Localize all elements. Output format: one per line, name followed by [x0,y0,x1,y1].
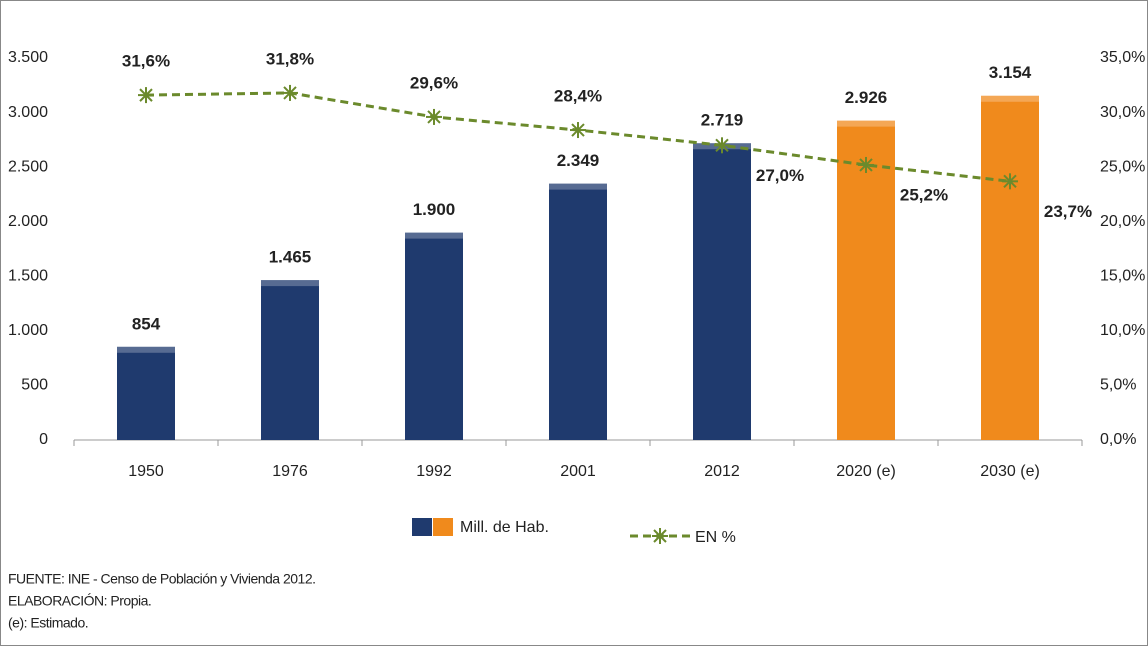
x-tick-label: 2020 (e) [836,463,896,480]
x-tick-label: 2001 [560,463,596,480]
y2-tick-label: 5,0% [1100,377,1136,394]
y-tick-label: 1.500 [8,268,48,285]
x-tick-label: 2012 [704,463,740,480]
line-value-label: 31,8% [266,49,314,68]
bar [261,280,319,440]
y-tick-label: 2.000 [8,213,48,230]
bar-value-label: 2.719 [701,111,744,130]
line-value-label: 31,6% [122,52,170,71]
legend-swatch [412,518,432,536]
line-marker [714,137,730,154]
bar-highlight [405,232,463,239]
bar-value-label: 2.349 [557,151,600,170]
line-value-label: 27,0% [756,166,804,185]
y-tick-label: 1.000 [8,322,48,339]
y2-tick-label: 35,0% [1100,49,1145,66]
line-value-label: 29,6% [410,73,458,92]
y2-tick-label: 30,0% [1100,104,1145,121]
line-marker [138,87,154,104]
y2-tick-label: 0,0% [1100,431,1136,448]
y-tick-label: 0 [39,431,48,448]
bar-highlight [981,95,1039,102]
legend-label: Mill. de Hab. [460,519,549,536]
y2-tick-label: 15,0% [1100,268,1145,285]
y-tick-label: 3.500 [8,49,48,66]
bar-highlight [837,120,895,127]
x-tick-label: 1950 [128,463,164,480]
bar-value-label: 3.154 [989,63,1032,82]
legend-label: EN % [695,529,736,546]
footnote: ELABORACIÓN: Propia. [8,593,151,609]
footnote: (e): Estimado. [8,615,88,631]
bar [117,346,175,440]
bar-value-label: 2.926 [845,88,888,107]
bar [549,183,607,441]
line-value-label: 23,7% [1044,202,1092,221]
y-tick-label: 2.500 [8,158,48,175]
bar [837,120,895,440]
bar [405,232,463,440]
bar-highlight [261,280,319,287]
bar-value-label: 854 [132,314,161,333]
line-marker [858,156,874,173]
line-marker [426,108,442,125]
bar [981,95,1039,440]
y-tick-label: 500 [21,377,48,394]
y2-tick-label: 20,0% [1100,213,1145,230]
footnote: FUENTE: INE - Censo de Población y Vivie… [8,571,316,587]
bar [693,143,751,440]
x-tick-label: 2030 (e) [980,463,1040,480]
line-marker [570,122,586,139]
line-value-label: 28,4% [554,87,602,106]
bar-highlight [549,183,607,190]
line-value-label: 25,2% [900,185,948,204]
bar-value-label: 1.465 [269,248,312,267]
y2-tick-label: 10,0% [1100,322,1145,339]
bar-highlight [117,346,175,353]
line-marker [1002,173,1018,190]
legend-marker [652,528,668,544]
y2-tick-label: 25,0% [1100,158,1145,175]
line-marker [282,84,298,101]
x-tick-label: 1976 [272,463,308,480]
bar-value-label: 1.900 [413,200,456,219]
x-tick-label: 1992 [416,463,452,480]
legend-swatch [433,518,453,536]
y-tick-label: 3.000 [8,104,48,121]
